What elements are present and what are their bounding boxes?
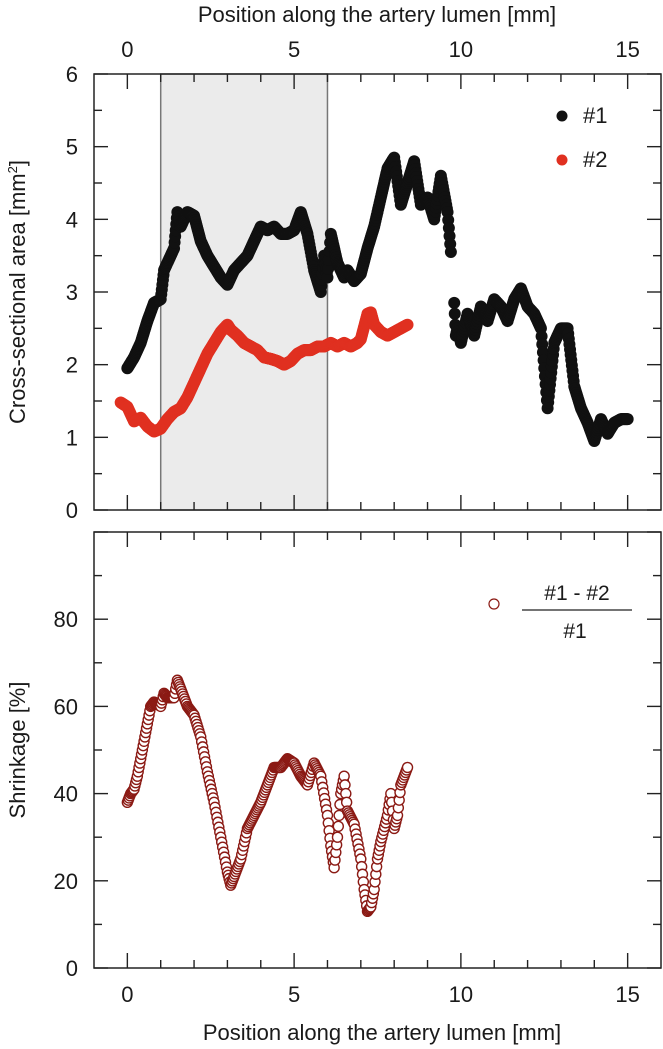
bottom-x-tick-label: 0	[121, 982, 133, 1007]
legend-open-circle-icon	[488, 598, 500, 610]
y-tick-label: 80	[54, 607, 78, 632]
bottom-axis-ticks: 0 20 40 60 80 0 5 10 15	[54, 531, 661, 1007]
top-x-tick-label: 0	[121, 37, 133, 62]
legend-label-2: #2	[583, 147, 607, 172]
top-x-axis-label: Position along the artery lumen [mm]	[198, 2, 556, 27]
bottom-x-axis-label: Position along the artery lumen [mm]	[203, 1020, 561, 1045]
bottom-x-tick-label: 10	[449, 982, 473, 1007]
top-y-axis-label: Cross-sectional area [mm2]	[5, 160, 30, 424]
top-legend: #1 #2	[556, 103, 607, 172]
bottom-panel: 0 20 40 60 80 0 5 10 15 Position along the arter…	[5, 531, 662, 1045]
y-tick-label: 0	[66, 956, 78, 981]
bottom-x-tick-label: 5	[288, 982, 300, 1007]
bottom-x-tick-label: 15	[615, 982, 639, 1007]
y-tick-label: 6	[66, 62, 78, 87]
legend-label-1: #1	[583, 103, 607, 128]
y-tick-label: 20	[54, 869, 78, 894]
top-panel: 0 1 2 3 4 5 6 0 5 10 15 Position along the artery …	[5, 2, 662, 523]
top-y-axis-label-sup: 2	[5, 166, 20, 173]
bottom-data-points	[121, 674, 414, 918]
legend-denominator: #1	[563, 620, 586, 643]
top-x-tick-label: 5	[288, 37, 300, 62]
bottom-y-axis-label: Shrinkage [%]	[5, 682, 30, 819]
bottom-legend: #1 - #2 #1	[488, 582, 632, 643]
top-axis-ticks: 0 1 2 3 4 5 6 0 5 10 15	[66, 37, 661, 523]
top-y-axis-label-text: Cross-sectional area [mm	[5, 173, 30, 424]
top-x-tick-label: 10	[449, 37, 473, 62]
y-tick-label: 60	[54, 694, 78, 719]
y-tick-label: 2	[66, 353, 78, 378]
top-x-tick-label: 15	[615, 37, 639, 62]
top-y-axis-label-end: ]	[5, 160, 30, 166]
y-tick-label: 0	[66, 498, 78, 523]
legend-numerator: #1 - #2	[544, 582, 609, 605]
y-tick-label: 40	[54, 782, 78, 807]
legend-marker-2-icon	[556, 154, 568, 166]
shaded-region	[159, 73, 329, 511]
y-tick-label: 3	[66, 280, 78, 305]
y-tick-label: 1	[66, 425, 78, 450]
top-data-points	[114, 151, 634, 447]
y-tick-label: 4	[66, 207, 78, 232]
legend-marker-1-icon	[556, 110, 568, 122]
y-tick-label: 5	[66, 135, 78, 160]
